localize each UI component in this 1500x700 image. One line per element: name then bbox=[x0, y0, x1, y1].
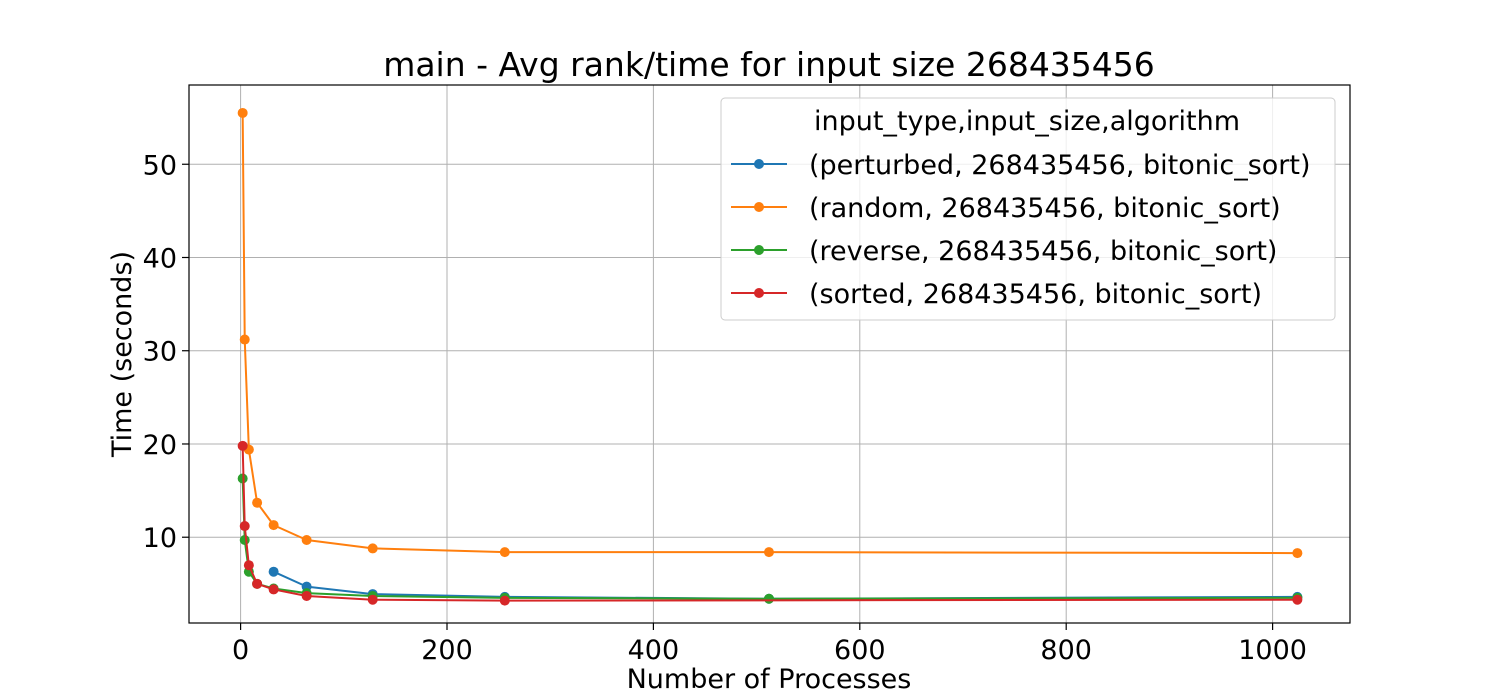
data-point bbox=[252, 497, 263, 508]
legend-box bbox=[720, 97, 1336, 321]
series-2 bbox=[237, 473, 1303, 604]
data-point bbox=[237, 440, 248, 451]
series-3 bbox=[237, 440, 1303, 606]
data-point bbox=[1292, 548, 1303, 559]
legend-label: (sorted, 268435456, bitonic_sort) bbox=[809, 279, 1262, 310]
x-tick-label: 600 bbox=[834, 635, 886, 666]
y-axis-label: Time (seconds) bbox=[107, 251, 138, 458]
y-tick-label: 50 bbox=[143, 150, 177, 181]
legend-swatch-marker bbox=[754, 245, 764, 255]
data-point bbox=[239, 535, 250, 546]
legend-label: (reverse, 268435456, bitonic_sort) bbox=[809, 236, 1277, 267]
data-point bbox=[301, 590, 312, 601]
legend-label: (random, 268435456, bitonic_sort) bbox=[809, 193, 1281, 224]
data-point bbox=[301, 535, 312, 546]
data-point bbox=[239, 521, 250, 532]
x-tick-label: 1000 bbox=[1238, 635, 1307, 666]
data-point bbox=[367, 543, 378, 554]
series-line bbox=[273, 570, 1298, 600]
data-point bbox=[268, 584, 279, 595]
x-tick-label: 800 bbox=[1040, 635, 1092, 666]
data-point bbox=[239, 334, 250, 345]
series-line bbox=[241, 112, 1298, 555]
plot-area-frame bbox=[188, 84, 1351, 624]
y-tick-label: 10 bbox=[143, 523, 177, 554]
legend-swatch-marker bbox=[754, 159, 764, 169]
chart-title: main - Avg rank/time for input size 2684… bbox=[383, 45, 1155, 84]
legend-swatch-marker bbox=[754, 288, 764, 298]
legend-entry: (sorted, 268435456, bitonic_sort) bbox=[731, 279, 1262, 310]
legend: input_type,input_size,algorithm (perturb… bbox=[720, 97, 1336, 321]
data-point bbox=[1292, 594, 1303, 605]
series-layer bbox=[237, 107, 1303, 606]
data-point bbox=[268, 566, 279, 577]
legend-label: (perturbed, 268435456, bitonic_sort) bbox=[809, 150, 1311, 181]
y-tick-label: 40 bbox=[143, 243, 177, 274]
series-line bbox=[241, 478, 1298, 600]
data-point bbox=[499, 547, 510, 558]
data-point bbox=[367, 594, 378, 605]
legend-swatch-marker bbox=[754, 202, 764, 212]
legend-title: input_type,input_size,algorithm bbox=[814, 106, 1240, 137]
x-tick-label: 400 bbox=[628, 635, 680, 666]
x-tick-label: 0 bbox=[232, 635, 249, 666]
y-tick-label: 30 bbox=[143, 337, 177, 368]
data-point bbox=[499, 595, 510, 606]
x-axis-label: Number of Processes bbox=[627, 664, 912, 695]
data-point bbox=[268, 520, 279, 531]
legend-entries: (perturbed, 268435456, bitonic_sort) (ran… bbox=[731, 150, 1311, 310]
data-point bbox=[763, 593, 774, 604]
data-point bbox=[237, 107, 248, 118]
data-point bbox=[243, 560, 254, 571]
data-point bbox=[252, 578, 263, 589]
series-line bbox=[241, 445, 1298, 602]
legend-entry: (reverse, 268435456, bitonic_sort) bbox=[731, 236, 1277, 267]
data-point bbox=[763, 547, 774, 558]
legend-entry: (perturbed, 268435456, bitonic_sort) bbox=[731, 150, 1311, 181]
y-tick-label: 20 bbox=[143, 430, 177, 461]
x-tick-label: 200 bbox=[421, 635, 473, 666]
tick-layer: 0 200 400 600 800 1000 10 20 30 40 50 bbox=[143, 150, 1307, 666]
legend-entry: (random, 268435456, bitonic_sort) bbox=[731, 193, 1281, 224]
series-1 bbox=[237, 107, 1303, 559]
